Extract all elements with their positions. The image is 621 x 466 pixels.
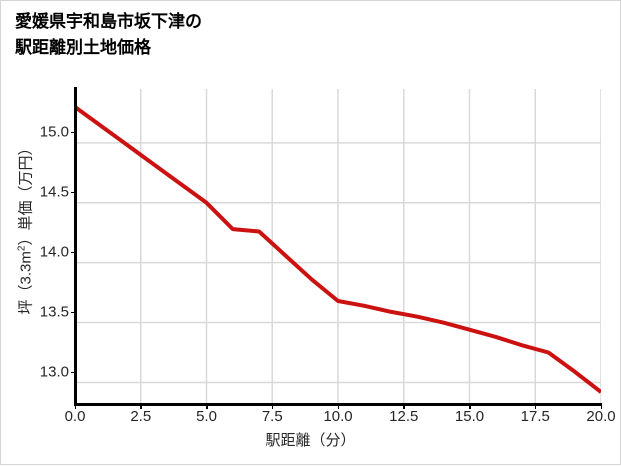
x-tick-mark-10-0 [337, 404, 339, 409]
y-tick-label-13-0: 13.0 [39, 363, 69, 381]
x-tick-label-5-0: 5.0 [196, 408, 217, 425]
x-tick-mark-2-5 [140, 404, 142, 409]
x-tick-label-12-5: 12.5 [389, 408, 419, 425]
title-line-2: 駅距離別土地価格 [15, 38, 151, 57]
y-tick-mark-13-0 [71, 371, 76, 373]
x-tick-mark-20-0 [600, 404, 602, 409]
y-tick-mark-14-5 [71, 191, 76, 193]
x-axis-title: 駅距離（分） [265, 432, 356, 449]
x-tick-mark-7-5 [271, 404, 274, 409]
title-line-1: 愛媛県宇和島市坂下津の [15, 12, 202, 31]
y-axis-tick-labels: 15.0 14.5 14.0 13.5 13.0 [1, 1, 69, 466]
x-tick-label-20-0: 20.0 [586, 408, 616, 425]
square-meter-superscript: 2 [16, 245, 28, 252]
plot-area [75, 89, 601, 404]
x-tick-mark-15-0 [469, 404, 471, 409]
y-tick-label-14-0: 14.0 [39, 243, 69, 261]
x-tick-label-2-5: 2.5 [130, 408, 152, 425]
x-tick-label-10-0: 10.0 [323, 408, 353, 425]
x-tick-mark-5-0 [206, 404, 208, 409]
y-axis-spine [74, 87, 77, 406]
x-tick-label-0-0: 0.0 [64, 408, 86, 425]
page-title: 愛媛県宇和島市坂下津の 駅距離別土地価格 [15, 9, 202, 61]
y-axis-title: 坪（3.3m2）単価（万円） [16, 140, 35, 315]
data-series-group [75, 105, 601, 394]
x-tick-label-7-5: 7.5 [261, 408, 283, 425]
gridlines [75, 89, 601, 404]
x-tick-label-17-5: 17.5 [520, 408, 550, 425]
plot-svg [75, 89, 601, 404]
y-tick-mark-14-0 [71, 251, 76, 253]
line-series-tsubo-price [75, 105, 601, 394]
y-tick-mark-15-0 [71, 131, 76, 133]
y-tick-mark-13-5 [71, 311, 76, 313]
x-tick-mark-12-5 [403, 404, 405, 409]
y-tick-label-13-5: 13.5 [39, 303, 69, 321]
y-tick-label-15-0: 15.0 [39, 123, 69, 141]
x-tick-label-15-0: 15.0 [454, 408, 485, 425]
y-tick-label-14-5: 14.5 [39, 183, 69, 201]
x-tick-mark-17-5 [534, 404, 537, 409]
x-tick-mark-0-0 [74, 404, 76, 409]
